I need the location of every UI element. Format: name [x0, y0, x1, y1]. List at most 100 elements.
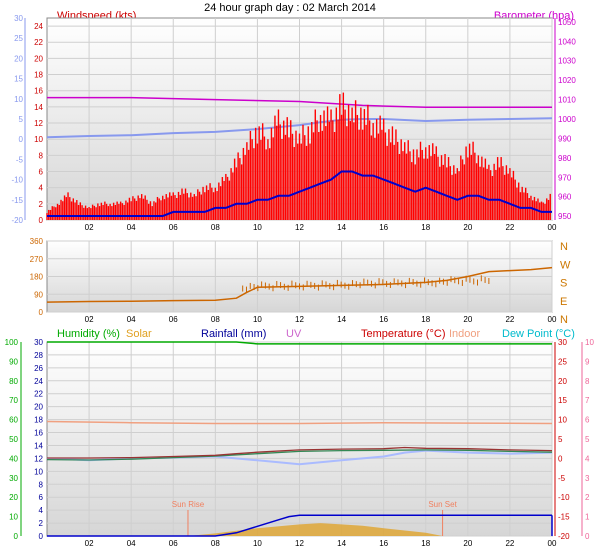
barometer-tick-label: 1010 — [558, 96, 576, 105]
temperature-tick-label: 15 — [558, 396, 567, 405]
humidity-tick-label: 10 — [9, 513, 18, 522]
windspeed-tick-label: 14 — [34, 103, 43, 112]
hour-tick-label: 18 — [421, 223, 430, 232]
hour-tick-label: 16 — [379, 315, 388, 324]
hour-tick-label: 02 — [85, 315, 94, 324]
direction-compass-label: N — [560, 314, 568, 326]
uv-tick-label: 4 — [585, 454, 590, 463]
temperature-tick-label: 30 — [14, 14, 23, 23]
barometer-tick-label: 1030 — [558, 57, 576, 66]
hour-tick-label: 14 — [337, 315, 346, 324]
windspeed-tick-label: 10 — [34, 135, 43, 144]
legend-uv: UV — [286, 328, 302, 340]
hour-tick-label: 14 — [337, 539, 346, 548]
wind-direction-line — [46, 266, 553, 303]
hour-tick-label: 04 — [127, 223, 136, 232]
direction-compass-label: S — [560, 278, 567, 290]
solar-area — [188, 523, 443, 536]
barometer-tick-label: 1000 — [558, 115, 576, 124]
temperature-tick-label: -10 — [11, 176, 23, 185]
chart-title: 24 hour graph day : 02 March 2014 — [204, 2, 376, 14]
uv-tick-label: 0 — [585, 532, 590, 541]
hour-tick-label: 22 — [505, 315, 514, 324]
rainfall-tick-label: 6 — [39, 493, 44, 502]
hour-tick-label: 12 — [295, 315, 304, 324]
barometer-tick-label: 980 — [558, 154, 572, 163]
legend-temperature: Temperature (°C) — [361, 328, 445, 340]
rainfall-tick-label: 8 — [39, 480, 44, 489]
rainfall-tick-label: 26 — [34, 364, 43, 373]
uv-tick-label: 10 — [585, 338, 594, 347]
direction-compass-label: N — [560, 241, 568, 253]
temperature-tick-label: -15 — [11, 196, 23, 205]
hour-tick-label: 14 — [337, 223, 346, 232]
direction-tick-label: 270 — [30, 255, 44, 264]
indoor-temperature-line — [46, 420, 553, 425]
hour-tick-label: 20 — [463, 223, 472, 232]
rainfall-tick-label: 20 — [34, 403, 43, 412]
temperature-tick-label: -20 — [11, 216, 23, 225]
rainfall-tick-label: 2 — [39, 519, 44, 528]
hour-tick-label: 00 — [548, 539, 557, 548]
temperature-tick-label: 0 — [19, 135, 24, 144]
windspeed-tick-label: 0 — [39, 216, 44, 225]
temperature-tick-label: 25 — [14, 34, 23, 43]
direction-tick-label: 180 — [30, 273, 44, 282]
direction-tick-label: 0 — [39, 308, 44, 317]
hour-tick-label: 20 — [463, 539, 472, 548]
hour-tick-label: 18 — [421, 539, 430, 548]
sunrise-label: Sun Rise — [172, 500, 205, 509]
direction-tick-label: 90 — [34, 290, 43, 299]
humidity-tick-label: 70 — [9, 396, 18, 405]
temperature-tick-label: -15 — [558, 513, 570, 522]
hour-tick-label: 22 — [505, 223, 514, 232]
humidity-tick-label: 0 — [14, 532, 19, 541]
hour-tick-label: 08 — [211, 315, 220, 324]
uv-tick-label: 2 — [585, 493, 590, 502]
humidity-tick-label: 40 — [9, 454, 18, 463]
hour-tick-label: 16 — [379, 539, 388, 548]
sunset-label: Sun Set — [428, 500, 457, 509]
windspeed-tick-label: 24 — [34, 22, 43, 31]
hour-tick-label: 06 — [169, 315, 178, 324]
rainfall-tick-label: 4 — [39, 506, 44, 515]
uv-tick-label: 9 — [585, 357, 590, 366]
temperature-tick-label: 25 — [558, 357, 567, 366]
humidity-tick-label: 20 — [9, 493, 18, 502]
uv-tick-label: 1 — [585, 513, 590, 522]
hour-tick-label: 22 — [505, 539, 514, 548]
legend-rainfall: Rainfall (mm) — [201, 328, 266, 340]
direction-tick-label: 360 — [30, 237, 44, 246]
barometer-tick-label: 1050 — [558, 18, 576, 27]
hour-tick-label: 12 — [295, 223, 304, 232]
rainfall-tick-label: 18 — [34, 416, 43, 425]
hour-tick-label: 00 — [548, 315, 557, 324]
windspeed-tick-label: 2 — [39, 200, 44, 209]
direction-compass-label: W — [560, 259, 571, 271]
barometer-tick-label: 990 — [558, 134, 572, 143]
rainfall-tick-label: 30 — [34, 338, 43, 347]
temperature-tick-label: 5 — [19, 115, 24, 124]
legend-indoor: Indoor — [449, 328, 481, 340]
temperature-tick-label: 20 — [14, 54, 23, 63]
hour-tick-label: 02 — [85, 223, 94, 232]
windspeed-tick-label: 20 — [34, 54, 43, 63]
hour-tick-label: 08 — [211, 223, 220, 232]
temperature-tick-label: 0 — [558, 454, 563, 463]
humidity-tick-label: 80 — [9, 377, 18, 386]
barometer-tick-label: 960 — [558, 193, 572, 202]
hour-tick-label: 16 — [379, 223, 388, 232]
rainfall-tick-label: 16 — [34, 429, 43, 438]
windspeed-tick-label: 16 — [34, 87, 43, 96]
rainfall-tick-label: 14 — [34, 441, 43, 450]
temperature-tick-label: 15 — [14, 75, 23, 84]
hour-tick-label: 06 — [169, 223, 178, 232]
temperature-tick-label: 10 — [14, 95, 23, 104]
chart-layer: 024681012141618202224-20-15-10-505101520… — [5, 14, 595, 548]
humidity-tick-label: 30 — [9, 474, 18, 483]
hour-tick-label: 04 — [127, 315, 136, 324]
uv-tick-label: 3 — [585, 474, 590, 483]
uv-tick-label: 7 — [585, 396, 590, 405]
